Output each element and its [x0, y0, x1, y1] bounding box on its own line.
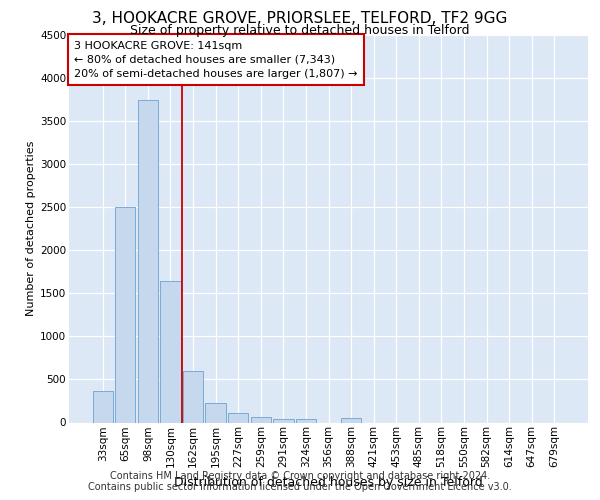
X-axis label: Distribution of detached houses by size in Telford: Distribution of detached houses by size … — [174, 476, 483, 488]
Bar — [251, 417, 271, 422]
Text: 3 HOOKACRE GROVE: 141sqm
← 80% of detached houses are smaller (7,343)
20% of sem: 3 HOOKACRE GROVE: 141sqm ← 80% of detach… — [74, 41, 358, 79]
Bar — [228, 414, 248, 422]
Text: 3, HOOKACRE GROVE, PRIORSLEE, TELFORD, TF2 9GG: 3, HOOKACRE GROVE, PRIORSLEE, TELFORD, T… — [92, 11, 508, 26]
Bar — [115, 207, 136, 422]
Text: Contains HM Land Registry data © Crown copyright and database right 2024.: Contains HM Land Registry data © Crown c… — [110, 471, 490, 481]
Text: Size of property relative to detached houses in Telford: Size of property relative to detached ho… — [130, 24, 470, 37]
Y-axis label: Number of detached properties: Number of detached properties — [26, 141, 36, 316]
Bar — [341, 418, 361, 422]
Bar — [160, 282, 181, 422]
Bar — [92, 390, 113, 422]
Text: Contains public sector information licensed under the Open Government Licence v3: Contains public sector information licen… — [88, 482, 512, 492]
Bar — [273, 418, 293, 422]
Bar — [183, 371, 203, 422]
Bar — [205, 402, 226, 422]
Bar — [296, 419, 316, 422]
Bar — [138, 100, 158, 422]
